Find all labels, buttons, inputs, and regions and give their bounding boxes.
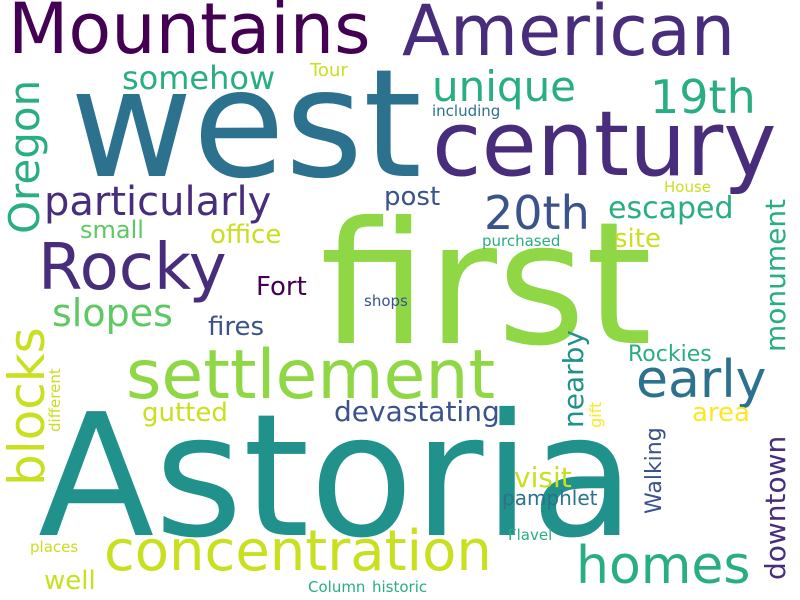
word-nearby: nearby xyxy=(557,330,590,428)
word-concentration: concentration xyxy=(104,519,492,584)
word-gutted: gutted xyxy=(142,398,228,428)
word-first: first xyxy=(320,186,653,384)
word-different: different xyxy=(46,368,64,432)
word-house: House xyxy=(664,178,712,196)
word-19th: 19th xyxy=(650,70,756,124)
word-particularly: particularly xyxy=(44,179,272,225)
word-walking: Walking xyxy=(642,427,667,514)
word-astoria: Astoria xyxy=(38,378,635,576)
word-column: Column xyxy=(308,578,366,596)
word-rockies: Rockies xyxy=(628,342,712,367)
word-monument: monument xyxy=(759,198,792,352)
word-somehow: somehow xyxy=(122,59,276,97)
word-visit: visit xyxy=(514,461,572,494)
word-purchased: purchased xyxy=(482,232,561,250)
word-unique: unique xyxy=(432,62,577,111)
word-century: century xyxy=(432,92,777,197)
word-places: places xyxy=(30,538,79,556)
word-oregon: Oregon xyxy=(0,79,49,234)
word-homes: homes xyxy=(576,536,751,596)
word-site: site xyxy=(614,224,661,254)
word-rocky: Rocky xyxy=(38,231,227,305)
word-20th: 20th xyxy=(484,186,590,240)
word-pamphlet: pamphlet xyxy=(502,486,598,510)
word-blocks: blocks xyxy=(0,327,56,486)
word-including: including xyxy=(432,102,501,120)
word-historic: historic xyxy=(372,578,428,596)
word-american: American xyxy=(402,0,736,72)
word-fires: fires xyxy=(208,312,265,342)
word-tour: Tour xyxy=(310,60,348,81)
word-office: office xyxy=(210,220,282,250)
word-small: small xyxy=(80,216,144,244)
word-well: well xyxy=(44,566,96,596)
word-post: post xyxy=(384,182,441,212)
word-west: west xyxy=(70,38,422,212)
word-escaped: escaped xyxy=(608,191,734,226)
word-area: area xyxy=(692,398,750,428)
word-gift: gift xyxy=(586,401,605,428)
word-shops: shops xyxy=(364,292,408,310)
word-flavel: Flavel xyxy=(508,526,553,544)
word-fort: Fort xyxy=(256,272,307,302)
word-early: early xyxy=(636,350,767,410)
word-slopes: slopes xyxy=(52,291,173,335)
word-downtown: downtown xyxy=(759,435,792,580)
word-devastating: devastating xyxy=(334,395,500,428)
word-settlement: settlement xyxy=(126,336,496,415)
word-mountains: Mountains xyxy=(8,0,371,70)
